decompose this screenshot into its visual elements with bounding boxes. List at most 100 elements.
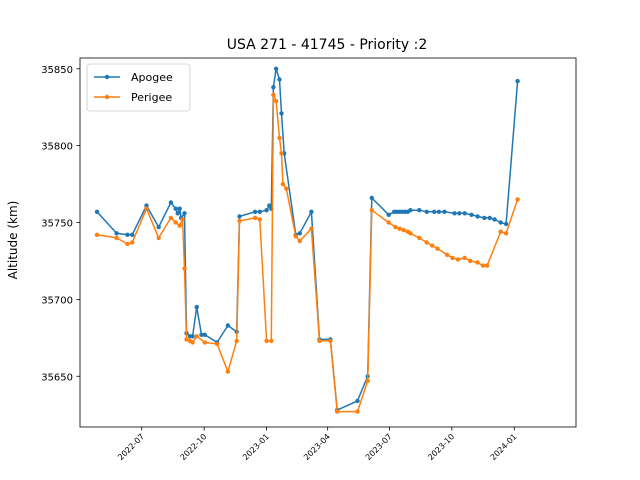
data-point-apogee	[279, 111, 284, 116]
data-point-apogee	[355, 398, 360, 404]
data-point-perigee	[293, 234, 298, 239]
data-point-apogee	[182, 211, 187, 216]
data-point-perigee	[237, 218, 242, 224]
data-point-apogee	[175, 211, 180, 216]
data-point-perigee	[214, 341, 220, 347]
axes: 35650 35700 35750 35800 35850 2022-07 2022-10 2…	[41, 57, 577, 462]
data-point-perigee	[328, 338, 333, 344]
legend-marker-apogee	[104, 74, 110, 80]
data-point-apogee	[237, 214, 242, 219]
x-tick-label: 2022-10	[179, 432, 209, 462]
data-point-perigee	[168, 215, 174, 221]
data-point-apogee	[462, 211, 467, 216]
data-point-apogee	[417, 208, 422, 213]
data-point-perigee	[277, 135, 282, 141]
legend-label-perigee: Perigee	[131, 91, 172, 104]
legend-box	[86, 63, 191, 112]
series-line-perigee	[96, 94, 519, 413]
data-point-perigee	[279, 151, 284, 156]
data-point-apogee	[515, 78, 520, 84]
data-point-apogee	[252, 209, 258, 214]
data-point-perigee	[269, 338, 274, 344]
data-point-perigee	[280, 181, 286, 187]
data-point-perigee	[182, 266, 187, 271]
data-point-perigee	[173, 220, 178, 225]
data-point-apogee	[442, 209, 447, 214]
y-axis-label: Altitude (km)	[6, 201, 20, 280]
data-point-apogee	[156, 224, 161, 230]
data-point-apogee	[469, 212, 474, 217]
data-point-apogee	[492, 217, 497, 222]
data-point-perigee	[144, 206, 149, 211]
data-point-perigee	[401, 228, 406, 233]
data-point-perigee	[468, 258, 473, 264]
data-point-apogee	[144, 203, 149, 208]
data-point-apogee	[452, 211, 457, 216]
data-point-apogee	[130, 232, 135, 237]
data-point-perigee	[309, 226, 314, 231]
data-point-apogee	[386, 212, 391, 217]
data-point-perigee	[94, 232, 100, 237]
x-tick-label: 2023-10	[426, 432, 456, 462]
x-tick-label: 2024-01	[489, 432, 519, 462]
legend-label-apogee: Apogee	[131, 71, 173, 84]
data-point-perigee	[271, 92, 276, 98]
data-point-perigee	[234, 338, 239, 344]
data-point-apogee	[125, 232, 130, 237]
y-tick-label: 35800	[41, 142, 73, 153]
x-tick-label: 2023-04	[302, 432, 332, 462]
x-tick-label: 2022-07	[116, 432, 146, 462]
data-point-perigee	[190, 340, 195, 345]
data-point-perigee	[475, 260, 480, 265]
data-point-apogee	[173, 206, 178, 211]
data-point-perigee	[450, 255, 455, 261]
data-point-perigee	[435, 246, 440, 251]
data-point-perigee	[408, 231, 413, 236]
chart-title: USA 271 - 41745 - Priority :2	[227, 37, 427, 53]
data-point-perigee	[498, 229, 503, 234]
x-tick-label: 2023-01	[241, 432, 271, 462]
plot-frame	[79, 57, 577, 428]
data-point-apogee	[487, 215, 492, 221]
data-point-perigee	[393, 224, 398, 230]
data-point-apogee	[202, 332, 207, 337]
y-tick-label: 35750	[41, 219, 73, 230]
y-tick-label: 35700	[41, 295, 73, 306]
data-point-apogee	[277, 77, 282, 82]
data-point-perigee	[503, 231, 509, 236]
data-point-perigee	[184, 337, 189, 342]
data-point-perigee	[202, 340, 207, 345]
data-point-perigee	[417, 235, 422, 241]
data-point-apogee	[225, 323, 231, 328]
data-point-apogee	[457, 211, 462, 216]
y-tick-label: 35850	[41, 65, 73, 76]
data-point-apogee	[264, 208, 269, 213]
data-point-perigee	[480, 263, 486, 268]
data-point-apogee	[114, 231, 119, 236]
data-point-perigee	[284, 186, 289, 191]
data-point-apogee	[309, 209, 314, 214]
data-point-perigee	[430, 243, 435, 248]
data-point-perigee	[386, 220, 391, 225]
data-point-apogee	[424, 209, 429, 214]
data-point-apogee	[177, 206, 182, 211]
data-point-apogee	[369, 195, 374, 201]
data-point-perigee	[397, 226, 402, 231]
data-point-apogee	[273, 66, 279, 72]
data-point-apogee	[94, 209, 100, 214]
data-point-perigee	[515, 197, 520, 202]
data-point-perigee	[484, 263, 490, 268]
legend: Apogee Perigee	[86, 63, 191, 112]
data-point-perigee	[335, 409, 340, 414]
data-point-perigee	[355, 409, 360, 414]
data-point-perigee	[156, 235, 161, 241]
data-point-apogee	[475, 214, 480, 219]
data-point-perigee	[365, 378, 370, 384]
data-point-perigee	[424, 240, 429, 245]
data-point-apogee	[432, 209, 437, 214]
data-point-apogee	[199, 332, 204, 337]
data-point-apogee	[482, 215, 487, 221]
x-tick-label: 2023-07	[364, 432, 394, 462]
data-point-perigee	[264, 338, 269, 344]
